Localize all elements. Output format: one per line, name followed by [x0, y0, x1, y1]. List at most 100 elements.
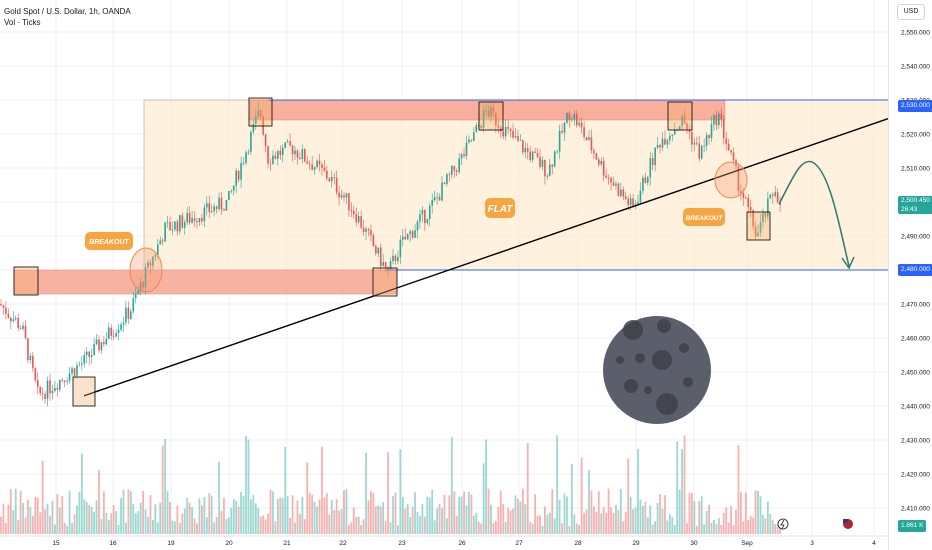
- volume-bar: [472, 515, 475, 534]
- candle-body: [740, 190, 742, 194]
- candle-body: [41, 393, 44, 395]
- volume-bar: [426, 496, 429, 534]
- candle-body: [73, 368, 76, 376]
- candle-body: [762, 212, 764, 223]
- volume-bar: [355, 516, 358, 534]
- candle-body: [237, 170, 240, 180]
- volume-bar: [201, 505, 203, 534]
- candle-body: [453, 165, 456, 171]
- volume-bar: [703, 524, 706, 534]
- touch-point-box: [746, 211, 771, 241]
- candle-body: [649, 158, 652, 178]
- volume-bar: [66, 525, 69, 534]
- currency-button[interactable]: USD: [897, 4, 925, 20]
- candle-body: [443, 182, 446, 184]
- volume-bar: [213, 522, 216, 534]
- volume-bar: [196, 523, 198, 534]
- candle-body: [198, 218, 201, 223]
- candle-body: [402, 236, 404, 240]
- candle-body: [575, 114, 578, 126]
- volume-bar: [509, 510, 512, 534]
- candle-body: [360, 216, 362, 228]
- volume-indicator-label[interactable]: Vol · Ticks: [4, 18, 41, 27]
- candle-body: [83, 354, 86, 364]
- volume-bar: [759, 496, 762, 534]
- candle-body: [377, 247, 380, 254]
- candle-body: [279, 150, 282, 156]
- volume-bar: [137, 511, 140, 534]
- volume-bar: [103, 491, 105, 534]
- volume-bar: [492, 523, 495, 534]
- candle-body: [571, 119, 573, 121]
- volume-bar: [149, 495, 152, 534]
- volume-bar: [188, 502, 191, 534]
- volume-bar: [330, 499, 333, 534]
- symbol-title[interactable]: Gold Spot / U.S. Dollar, 1h, OANDA: [4, 7, 131, 16]
- price-tick-label: 2,550.000: [901, 30, 930, 37]
- candle-body: [492, 106, 495, 113]
- projection-arrow-path: [778, 160, 850, 267]
- volume-bar: [580, 457, 583, 534]
- volume-bar: [668, 514, 671, 534]
- candle-body: [485, 110, 487, 112]
- candle-body: [600, 160, 603, 165]
- candle-body: [291, 145, 294, 155]
- volume-bar: [544, 506, 546, 534]
- breakout-label-right: BREAKOUT: [686, 215, 724, 222]
- flat-label: FLAT: [488, 204, 514, 215]
- candle-body: [647, 177, 649, 183]
- volume-bar: [404, 508, 407, 534]
- volume-bar: [14, 488, 17, 534]
- volume-bar: [247, 439, 250, 534]
- candle-body: [112, 335, 115, 337]
- volume-bar: [438, 503, 441, 534]
- candle-body: [708, 135, 710, 139]
- volume-bar: [58, 507, 61, 534]
- candle-body: [379, 247, 382, 266]
- candle-body: [286, 141, 289, 143]
- volume-bar: [654, 521, 657, 534]
- volume-bar: [519, 501, 522, 534]
- volume-bar: [262, 515, 265, 534]
- candle-body: [250, 131, 252, 152]
- volume-bar: [507, 507, 510, 534]
- volume-bar: [710, 522, 713, 534]
- volume-bar: [475, 513, 478, 534]
- time-tick-label: 15: [52, 540, 60, 547]
- candle-body: [490, 106, 492, 117]
- candle-body: [78, 364, 81, 366]
- price-tick-label: 2,420.000: [901, 472, 930, 479]
- volume-bar: [186, 497, 189, 534]
- candle-body: [125, 307, 127, 323]
- volume-bar: [717, 518, 720, 534]
- price-tick-label: 2,540.000: [901, 64, 930, 71]
- candle-body: [46, 380, 49, 399]
- volume-bar: [367, 500, 370, 534]
- price-tick-label: 2,430.000: [901, 438, 930, 445]
- volume-bar: [232, 499, 235, 534]
- volume-bar: [392, 496, 394, 534]
- candle-body: [632, 198, 634, 207]
- candle-body: [313, 167, 316, 170]
- touch-point-box: [248, 97, 273, 127]
- current-price-tag: 2,500.450 26:43: [898, 196, 932, 214]
- volume-bar: [105, 512, 108, 534]
- volume-bar: [272, 491, 274, 534]
- volume-bar: [291, 495, 294, 534]
- volume-bar: [602, 506, 605, 534]
- candle-body: [267, 146, 269, 164]
- price-axis-border: [888, 0, 889, 550]
- volume-bar: [125, 522, 127, 534]
- volume-bar: [534, 494, 536, 534]
- lightning-icon[interactable]: [777, 518, 789, 530]
- candle-body: [629, 198, 632, 206]
- volume-bar: [769, 514, 772, 534]
- moon-crater: [657, 319, 671, 333]
- time-tick-label: 21: [283, 540, 291, 547]
- volume-bar: [115, 511, 118, 534]
- volume-bar: [409, 517, 412, 534]
- volume-bar: [2, 503, 5, 534]
- candle-body: [553, 151, 556, 167]
